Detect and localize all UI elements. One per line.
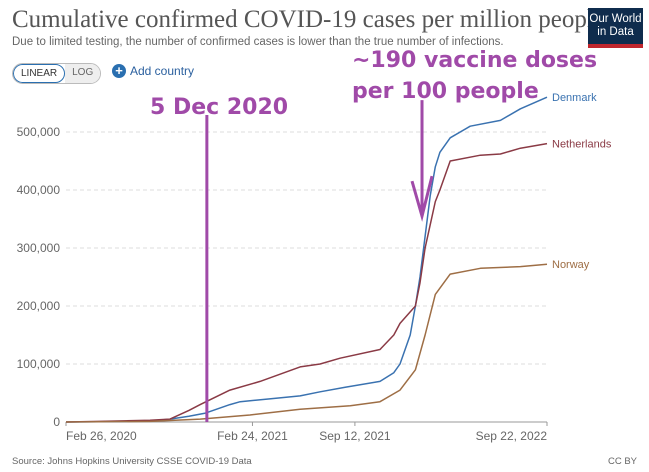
series-line-denmark <box>65 96 548 423</box>
x-tick-label: Sep 12, 2021 <box>319 429 391 443</box>
add-country-label: Add country <box>130 64 195 78</box>
annotation-vaccine-label: ~190 vaccine doses <box>352 48 597 73</box>
series-line-norway <box>65 263 548 423</box>
scale-toggle: LINEAR LOG <box>12 63 102 84</box>
y-tick-label: 100,000 <box>17 357 61 371</box>
plus-icon: + <box>112 64 126 78</box>
license[interactable]: CC BY <box>607 456 637 467</box>
series-label-norway: Norway <box>552 259 590 271</box>
y-tick-label: 500,000 <box>17 125 61 139</box>
annotation-arrow-head-icon <box>410 175 434 222</box>
y-tick-label: 0 <box>53 415 60 429</box>
chart-title: Cumulative confirmed COVID-19 cases per … <box>12 6 605 33</box>
source-note[interactable]: Source: Johns Hopkins University CSSE CO… <box>12 456 252 467</box>
log-button[interactable]: LOG <box>65 64 101 83</box>
x-tick-label: Sep 22, 2022 <box>476 429 548 443</box>
y-tick-label: 400,000 <box>17 183 61 197</box>
x-tick-label: Feb 26, 2020 <box>66 429 137 443</box>
annotation-date-label: 5 Dec 2020 <box>150 95 288 120</box>
add-country-button[interactable]: + Add country <box>112 64 194 78</box>
y-tick-label: 200,000 <box>17 299 61 313</box>
x-tick-label: Feb 24, 2021 <box>217 429 288 443</box>
chart-subtitle: Due to limited testing, the number of co… <box>12 36 504 48</box>
series-label-denmark: Denmark <box>552 92 597 104</box>
annotation-vaccine-label-2: per 100 people <box>352 79 539 104</box>
series-label-netherlands: Netherlands <box>552 139 612 151</box>
owid-logo[interactable]: Our World in Data <box>588 8 643 48</box>
y-tick-label: 300,000 <box>17 241 61 255</box>
series-line-netherlands <box>65 142 548 423</box>
linear-button[interactable]: LINEAR <box>13 64 66 83</box>
